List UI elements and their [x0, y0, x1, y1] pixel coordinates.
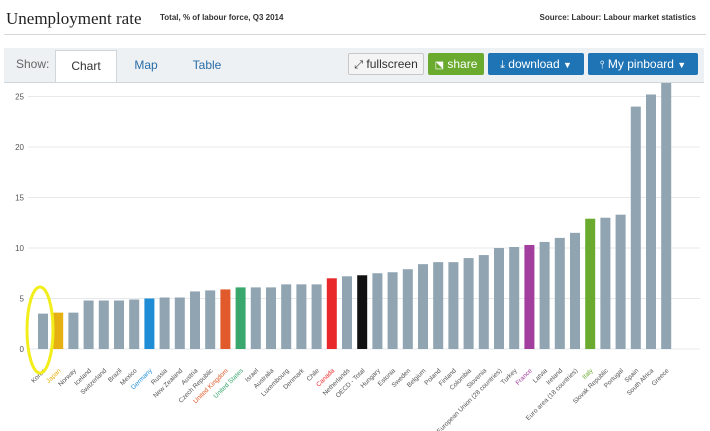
chevron-down-icon: ▼ [677, 60, 687, 70]
y-tick-label: 15 [15, 194, 24, 203]
highlight-ellipse [25, 285, 55, 375]
bar[interactable]: Poland: 8.6 [433, 262, 444, 349]
expand-icon: ⤢ [354, 59, 364, 71]
download-button[interactable]: ⤓ download ▼ [488, 53, 584, 75]
x-tick-label: Greece [651, 367, 671, 387]
tab-map[interactable]: Map [134, 58, 158, 72]
bar[interactable]: Belgium: 8.4 [418, 264, 428, 349]
bar[interactable]: Denmark: 6.4 [296, 284, 307, 349]
y-tick-label: 25 [15, 93, 24, 102]
page-subtitle: Total, % of labour force, Q3 2014 [160, 13, 284, 22]
bar[interactable]: Korea: 3.5 [38, 313, 48, 349]
bar[interactable]: Luxembourg: 6.4 [281, 284, 292, 349]
bar[interactable]: Norway: 3.6 [68, 312, 79, 349]
pin-icon: ⫯ [599, 59, 605, 71]
bar[interactable]: Switzerland: 4.8 [98, 300, 109, 349]
bar[interactable]: Ireland: 11 [554, 237, 565, 349]
bar[interactable]: Spain: 24 [630, 106, 641, 349]
share-label: share [447, 57, 478, 71]
bar[interactable]: France: 10.3 [524, 244, 535, 349]
download-icon: ⤓ [500, 59, 505, 71]
bar[interactable]: Netherlands: 7.2 [342, 276, 352, 349]
show-label: Show: [16, 57, 50, 71]
bar[interactable]: Mexico: 4.9 [129, 299, 140, 349]
chart-header: Unemployment rate Total, % of labour for… [0, 0, 710, 34]
bar[interactable]: Austria: 5.7 [190, 291, 200, 349]
pinboard-button[interactable]: ⫯ My pinboard ▼ [588, 53, 698, 75]
bar[interactable]: Australia: 6.1 [266, 287, 276, 349]
page-title: Unemployment rate [6, 9, 142, 28]
bar[interactable]: Finland: 8.6 [448, 262, 459, 349]
bar[interactable]: Germany: 5 [144, 298, 155, 350]
bar[interactable]: OECD - Total: 7.3 [357, 275, 368, 349]
bar[interactable]: Estonia: 7.6 [387, 272, 398, 349]
bar[interactable]: Russia: 5.1 [159, 297, 170, 349]
fullscreen-button[interactable]: ⤢ fullscreen [348, 53, 424, 75]
bar[interactable]: United States: 6.1 [235, 287, 246, 349]
bar[interactable]: Iceland: 4.8 [83, 300, 94, 349]
share-icon: ⬔ [434, 60, 445, 71]
bar[interactable]: South Africa: 25.2 [646, 94, 656, 349]
bar[interactable]: Brazil: 4.8 [114, 300, 124, 349]
bar[interactable]: Slovak Republic: 13 [600, 217, 611, 349]
y-tick-label: 5 [20, 295, 25, 304]
bar[interactable]: United Kingdom: 5.9 [220, 289, 231, 349]
header-divider [4, 34, 706, 35]
bar[interactable]: Colombia: 9 [463, 258, 474, 349]
bar[interactable]: Czech Republic: 5.8 [205, 290, 216, 349]
bar[interactable]: Greece: 26.5 [661, 83, 672, 349]
source-link[interactable]: Source: Labour: Labour market statistics [539, 13, 696, 22]
download-label: download [508, 57, 560, 71]
bar[interactable]: European Union (28 countries): 10 [494, 248, 504, 349]
y-tick-label: 0 [20, 345, 25, 354]
bar[interactable]: Portugal: 13.3 [615, 214, 626, 349]
tab-table[interactable]: Table [192, 58, 222, 72]
bar[interactable]: New Zealand: 5.1 [174, 297, 185, 349]
bar[interactable]: Latvia: 10.6 [539, 241, 550, 349]
y-tick-label: 20 [15, 143, 24, 152]
share-button[interactable]: ⬔ share [428, 53, 484, 75]
bar[interactable]: Slovenia: 9.3 [478, 255, 489, 349]
pinboard-label: My pinboard [607, 57, 674, 71]
view-toolbar: Show: Chart Map Table ⤢ fullscreen ⬔ sha… [4, 48, 704, 83]
chevron-down-icon: ▼ [563, 60, 572, 70]
bar[interactable]: Canada: 7 [326, 278, 337, 349]
bar[interactable]: Sweden: 7.9 [402, 269, 413, 349]
y-tick-label: 10 [15, 244, 24, 253]
bar[interactable]: Hungary: 7.5 [372, 273, 383, 349]
fullscreen-label: fullscreen [366, 57, 418, 71]
bar[interactable]: Turkey: 10.1 [509, 246, 520, 349]
x-tick-label: France [515, 367, 535, 387]
bar[interactable]: Japan: 3.6 [53, 312, 64, 349]
bar[interactable]: Euro area (18 countries): 11.5 [570, 232, 580, 349]
tab-chart[interactable]: Chart [55, 50, 117, 82]
bar[interactable]: Israel: 6.1 [250, 287, 261, 349]
bar[interactable]: Chile: 6.4 [311, 284, 322, 349]
bar[interactable]: Italy: 12.9 [585, 218, 596, 349]
